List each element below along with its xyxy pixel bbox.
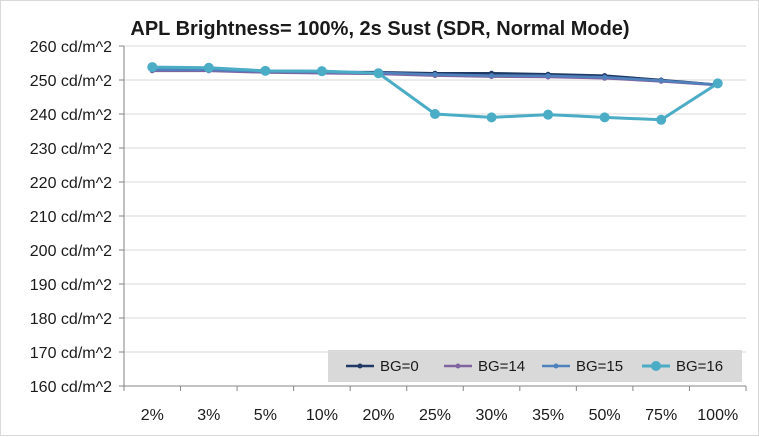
legend-swatch-marker — [651, 361, 661, 371]
legend-swatch-marker — [455, 363, 461, 369]
axes — [119, 45, 747, 391]
data-point — [486, 112, 497, 123]
y-tick-label: 220 cd/m^2 — [30, 175, 112, 192]
legend-label: BG=15 — [576, 358, 623, 375]
y-tick-label: 170 cd/m^2 — [30, 345, 112, 362]
legend-swatch-marker — [357, 363, 363, 369]
y-tick-label: 160 cd/m^2 — [30, 379, 112, 396]
data-point — [373, 68, 384, 79]
legend-label: BG=14 — [478, 358, 525, 375]
x-tick-label: 30% — [476, 407, 508, 424]
y-tick-label: 260 cd/m^2 — [30, 39, 112, 56]
data-point — [599, 112, 610, 123]
y-tick-label: 210 cd/m^2 — [30, 209, 112, 226]
x-tick-label: 100% — [697, 407, 738, 424]
data-point — [432, 72, 438, 78]
x-tick-label: 50% — [589, 407, 621, 424]
x-tick-label: 2% — [141, 407, 164, 424]
data-point — [602, 74, 608, 80]
data-point — [430, 109, 440, 119]
series-lines — [147, 62, 723, 125]
x-tick-label: 35% — [532, 407, 564, 424]
data-point — [545, 73, 551, 79]
y-tick-label: 190 cd/m^2 — [30, 277, 112, 294]
y-tick-label: 250 cd/m^2 — [30, 73, 112, 90]
data-point — [260, 65, 271, 76]
data-point — [316, 66, 327, 77]
legend-swatch-marker — [553, 363, 559, 369]
data-point — [147, 62, 158, 73]
x-tick-label: 75% — [645, 407, 677, 424]
legend-label: BG=16 — [676, 358, 723, 375]
legend-box — [328, 350, 742, 382]
data-point — [543, 109, 554, 120]
gridlines — [124, 45, 746, 353]
x-tick-label: 5% — [254, 407, 277, 424]
y-tick-labels: 160 cd/m^2 170 cd/m^2 180 cd/m^2 190 cd/m^2… — [30, 39, 112, 396]
legend: BG=0 BG=14 BG=15 BG=16 — [328, 350, 742, 382]
x-tick-label: 3% — [197, 407, 220, 424]
data-point — [658, 78, 664, 84]
data-point — [203, 62, 214, 73]
y-tick-label: 200 cd/m^2 — [30, 243, 112, 260]
x-tick-label: 25% — [419, 407, 451, 424]
y-tick-label: 180 cd/m^2 — [30, 311, 112, 328]
x-tick-labels: 2% 3% 5% 10% 20% 25% 30% 35% 50% 75% 100% — [141, 407, 738, 424]
data-point — [712, 78, 723, 89]
y-tick-label: 240 cd/m^2 — [30, 107, 112, 124]
x-tick-label: 20% — [362, 407, 394, 424]
chart-title: APL Brightness= 100%, 2s Sust (SDR, Norm… — [130, 18, 629, 40]
legend-label: BG=0 — [380, 358, 419, 375]
data-point — [656, 114, 667, 125]
y-tick-label: 230 cd/m^2 — [30, 141, 112, 158]
x-tick-label: 10% — [306, 407, 338, 424]
data-point — [489, 73, 495, 79]
